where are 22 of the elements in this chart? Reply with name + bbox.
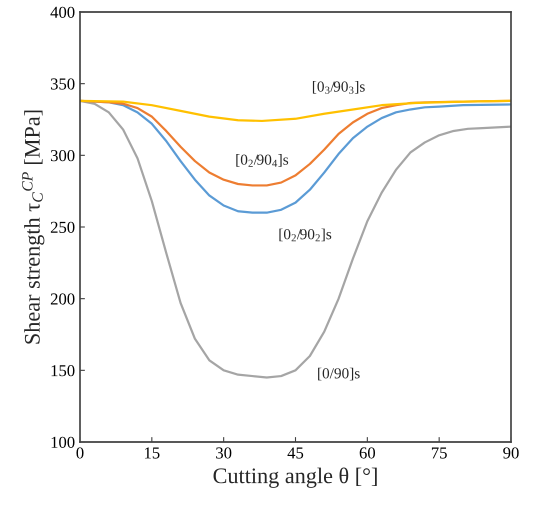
series-label: [0$_{2}$/90$_{4}$]s	[236, 154, 288, 167]
line-series	[80, 100, 511, 122]
series-label: [0$_{2}$/90$_{2}$]s	[279, 228, 332, 242]
y-tick-label: 200	[50, 293, 75, 305]
x-axis-title: Cutting angle θ [°]	[214, 468, 377, 488]
series-label: [0$_{3}$/90$_{3}$]s	[312, 80, 365, 94]
y-tick-label: 400	[50, 6, 75, 18]
y-tick-label: 300	[50, 150, 75, 162]
x-tick-label: 30	[216, 447, 232, 459]
y-tick-label: 100	[52, 436, 75, 448]
x-tick-label: 15	[144, 447, 160, 459]
line-series	[80, 100, 511, 379]
y-tick-label: 250	[50, 222, 75, 233]
x-tick-label: 45	[287, 447, 304, 459]
y-tick-label: 350	[50, 78, 75, 90]
x-tick-label: 60	[360, 447, 376, 459]
x-tick-label: 75	[432, 448, 447, 459]
y-axis-title: Shear strength τ$_{C}$$^{CP}$ [MPa]	[22, 110, 44, 344]
x-tick-label: 0	[76, 447, 84, 459]
y-tick-label: 150	[52, 365, 75, 376]
x-tick-label: 90	[503, 447, 519, 459]
series-label: [0/90]s	[318, 368, 360, 380]
